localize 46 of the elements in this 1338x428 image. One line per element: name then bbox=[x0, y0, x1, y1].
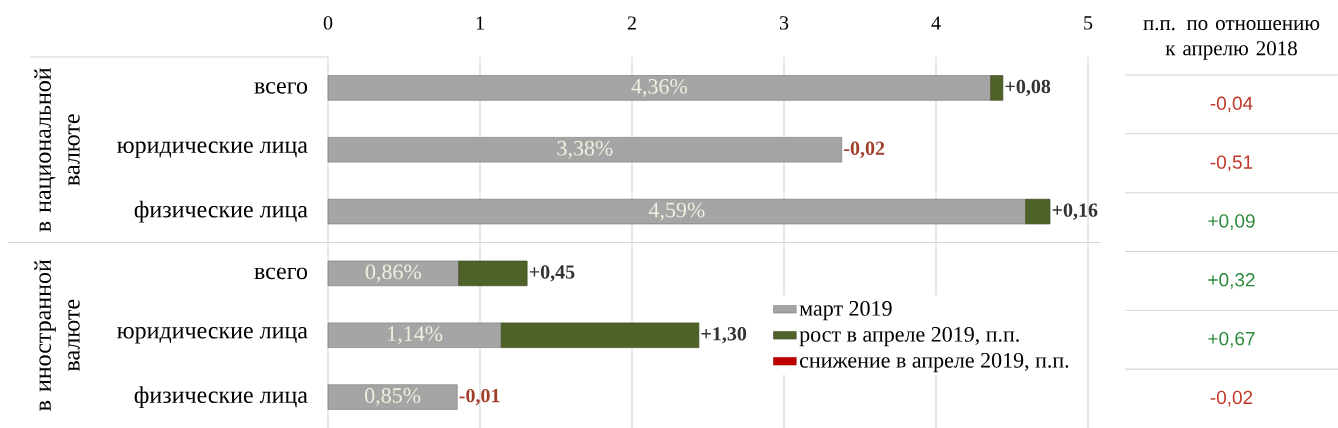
y-tick-label: юридические лица bbox=[117, 327, 308, 344]
y-tick-label: всего bbox=[254, 267, 308, 280]
y-tick-label: физические лица bbox=[134, 200, 308, 223]
data-label: 0,85% bbox=[365, 388, 421, 407]
annotation: -0,02 bbox=[844, 141, 885, 158]
legend-label: рост в апреле 2019, п.п. bbox=[799, 326, 1019, 347]
bar bbox=[1025, 198, 1051, 225]
data-label: +1,30 bbox=[701, 327, 747, 344]
bar bbox=[327, 137, 843, 163]
bar bbox=[500, 322, 700, 348]
data-label: +0,67 bbox=[1208, 331, 1255, 348]
legend-label: март 2019 bbox=[799, 300, 892, 321]
bar bbox=[327, 322, 502, 348]
data-label: +0,09 bbox=[1208, 214, 1255, 230]
bar bbox=[990, 75, 1004, 101]
y-axis-title: в национальной валюте bbox=[34, 67, 80, 232]
x-tick-label: 1 bbox=[476, 16, 484, 30]
y-axis-title: в иностранной валюте bbox=[34, 259, 80, 411]
x-tick-label: 5 bbox=[1084, 16, 1093, 30]
bar bbox=[327, 260, 460, 287]
data-label: -0,51 bbox=[1210, 155, 1253, 172]
x-tick-label: 4 bbox=[931, 16, 941, 30]
data-label: 4,36% bbox=[631, 78, 688, 97]
annotation: -0,01 bbox=[459, 388, 500, 406]
y-tick-label: всего bbox=[254, 82, 308, 94]
data-label: 4,59% bbox=[648, 202, 705, 221]
data-label: 3,38% bbox=[557, 140, 613, 159]
bar bbox=[327, 384, 458, 410]
data-label: +0,08 bbox=[1005, 79, 1051, 97]
legend-label: снижение в апреле 2019, п.п. bbox=[800, 352, 1069, 373]
bar bbox=[327, 75, 992, 101]
data-label: +0,32 bbox=[1208, 273, 1255, 289]
y-tick-label: физические лица bbox=[134, 386, 308, 408]
data-label: 0,86% bbox=[365, 264, 422, 283]
bar bbox=[458, 260, 528, 287]
data-label: +0,16 bbox=[1052, 203, 1098, 220]
x-tick-label: 2 bbox=[627, 16, 636, 30]
data-label: +0,45 bbox=[529, 265, 575, 282]
data-label: -0,02 bbox=[1210, 390, 1253, 407]
text: п.п. по отношению к апрелю 2018 bbox=[1143, 20, 1320, 60]
data-label: -0,04 bbox=[1210, 96, 1253, 113]
bar bbox=[327, 198, 1027, 225]
x-tick-label: 3 bbox=[779, 16, 789, 30]
y-tick-label: юридические лица bbox=[117, 141, 308, 158]
x-tick-label: 0 bbox=[323, 16, 333, 30]
data-label: 1,14% bbox=[388, 326, 443, 345]
